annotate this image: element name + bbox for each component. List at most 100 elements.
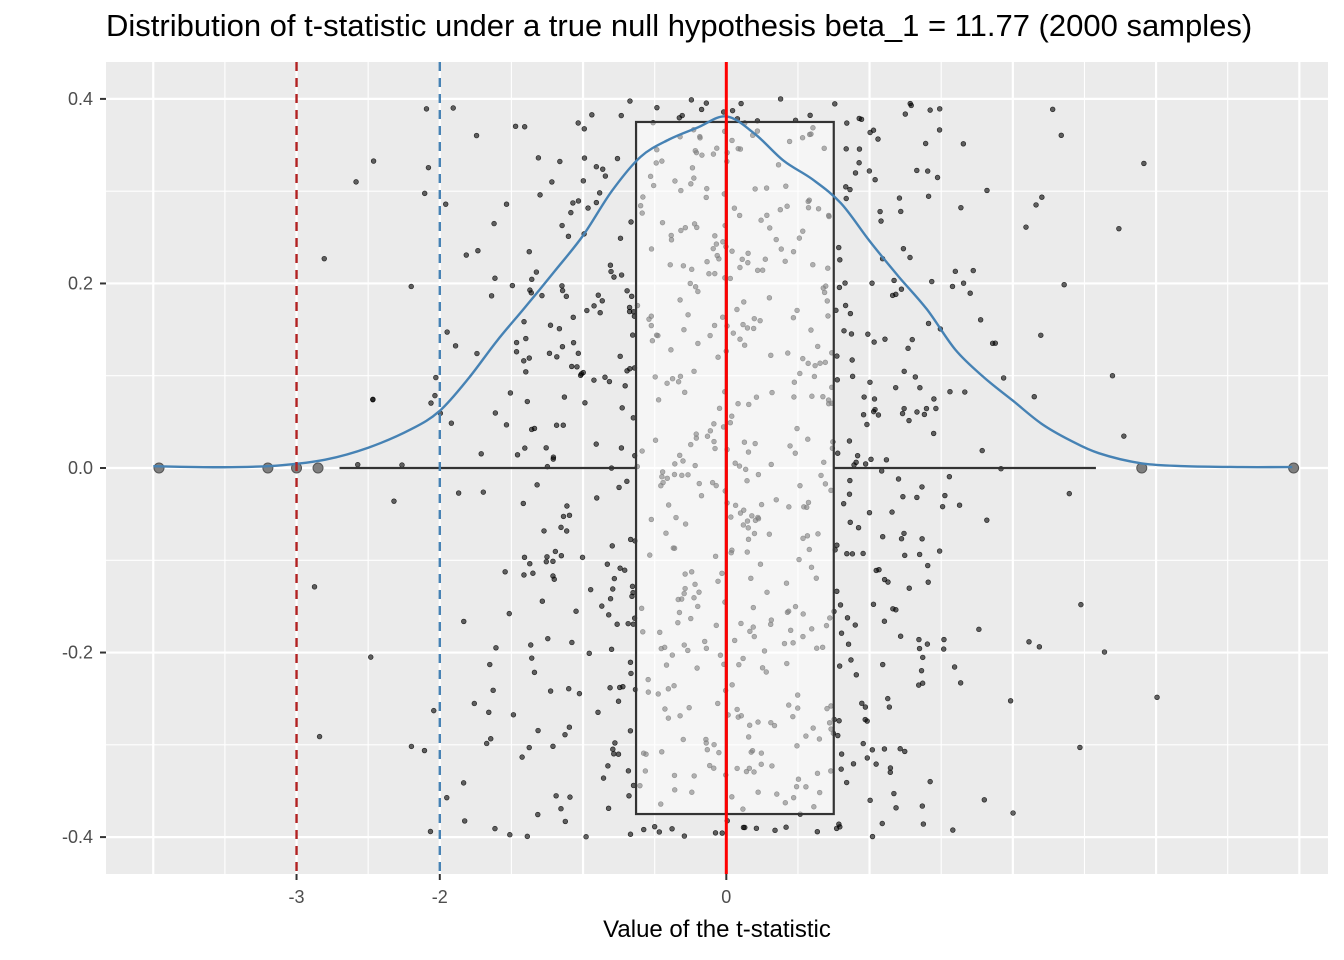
jitter-point: [925, 579, 931, 585]
jitter-point: [581, 155, 588, 161]
jitter-point: [898, 536, 905, 542]
jitter-point: [614, 621, 620, 627]
jitter-point: [627, 659, 634, 666]
jitter-point: [492, 410, 499, 416]
jitter-point: [902, 748, 908, 755]
jitter-point: [844, 120, 850, 126]
jitter-point: [423, 106, 430, 112]
jitter-point: [524, 398, 531, 405]
jitter-point: [867, 797, 873, 804]
jitter-point: [873, 761, 879, 767]
jitter-point: [526, 249, 532, 255]
jitter-point: [896, 195, 903, 201]
jitter-point: [524, 833, 531, 840]
jitter-point: [550, 454, 557, 460]
jitter-point: [509, 282, 516, 289]
jitter-point: [1066, 490, 1072, 497]
jitter-point: [864, 421, 870, 428]
jitter-point: [566, 724, 573, 730]
jitter-point: [560, 422, 566, 428]
jitter-point: [914, 409, 920, 415]
jitter-point: [579, 554, 586, 561]
jitter-point: [1007, 698, 1014, 704]
jitter-point: [844, 551, 850, 557]
jitter-point: [595, 292, 601, 298]
jitter-point: [930, 430, 937, 437]
jitter-point: [841, 328, 847, 334]
jitter-point: [629, 583, 636, 590]
jitter-point: [608, 268, 614, 275]
jitter-point: [1033, 202, 1039, 208]
jitter-point: [625, 620, 631, 627]
jitter-point: [566, 686, 572, 692]
jitter-point: [937, 106, 943, 112]
jitter-point: [836, 284, 843, 291]
jitter-point: [537, 192, 543, 198]
jitter-point: [877, 208, 883, 215]
jitter-point: [526, 355, 532, 361]
jitter-point: [860, 740, 866, 747]
jitter-point: [558, 524, 564, 531]
jitter-point: [543, 558, 549, 565]
jitter-point: [488, 293, 495, 299]
jitter-point: [866, 509, 873, 516]
jitter-point: [852, 622, 858, 628]
jitter-point: [897, 633, 904, 639]
jitter-point: [712, 830, 719, 836]
jitter-point: [593, 441, 599, 447]
jitter-point: [461, 818, 468, 824]
jitter-point: [530, 570, 536, 576]
jitter-point: [355, 461, 361, 468]
x-tick-label: -2: [432, 887, 448, 907]
jitter-point: [881, 618, 888, 624]
jitter-point: [474, 350, 480, 357]
jitter-point: [1031, 393, 1037, 400]
jitter-point: [448, 420, 455, 426]
jitter-point: [521, 124, 528, 130]
jitter-point: [956, 502, 963, 508]
jitter-point: [861, 394, 867, 400]
jitter-point: [933, 405, 939, 412]
jitter-point: [617, 684, 623, 691]
jitter-point: [843, 146, 849, 152]
jitter-point: [628, 670, 634, 677]
jitter-point: [862, 461, 869, 467]
jitter-point: [597, 310, 603, 316]
jitter-point: [615, 751, 622, 757]
jitter-point: [614, 155, 621, 162]
jitter-point: [901, 530, 907, 537]
jitter-point: [443, 201, 449, 207]
jitter-point: [581, 126, 587, 132]
jitter-point: [949, 283, 956, 290]
jitter-point: [870, 601, 877, 607]
jitter-point: [838, 630, 845, 636]
jitter-point: [772, 827, 778, 834]
jitter-point: [719, 830, 725, 836]
jitter-point: [610, 746, 616, 752]
jitter-point: [535, 811, 541, 818]
x-axis-title: Value of the t-statistic: [603, 916, 831, 943]
jitter-point: [561, 394, 568, 400]
jitter-point: [847, 519, 853, 526]
jitter-point: [939, 503, 946, 510]
jitter-point: [1000, 375, 1007, 381]
jitter-point: [860, 412, 867, 418]
jitter-point: [946, 473, 953, 480]
y-tick-label: 0.4: [68, 89, 93, 109]
jitter-point: [408, 283, 414, 290]
jitter-point: [901, 405, 907, 412]
jitter-point: [624, 288, 630, 294]
jitter-point: [627, 98, 633, 104]
jitter-point: [847, 477, 853, 484]
jitter-point: [740, 824, 747, 831]
jitter-point: [891, 790, 897, 797]
jitter-point: [1141, 160, 1147, 167]
jitter-point: [979, 447, 985, 454]
jitter-point: [455, 490, 462, 496]
jitter-point: [651, 823, 658, 830]
jitter-point: [622, 383, 628, 389]
jitter-point: [506, 610, 512, 617]
jitter-point: [873, 567, 879, 574]
jitter-point: [688, 97, 695, 103]
